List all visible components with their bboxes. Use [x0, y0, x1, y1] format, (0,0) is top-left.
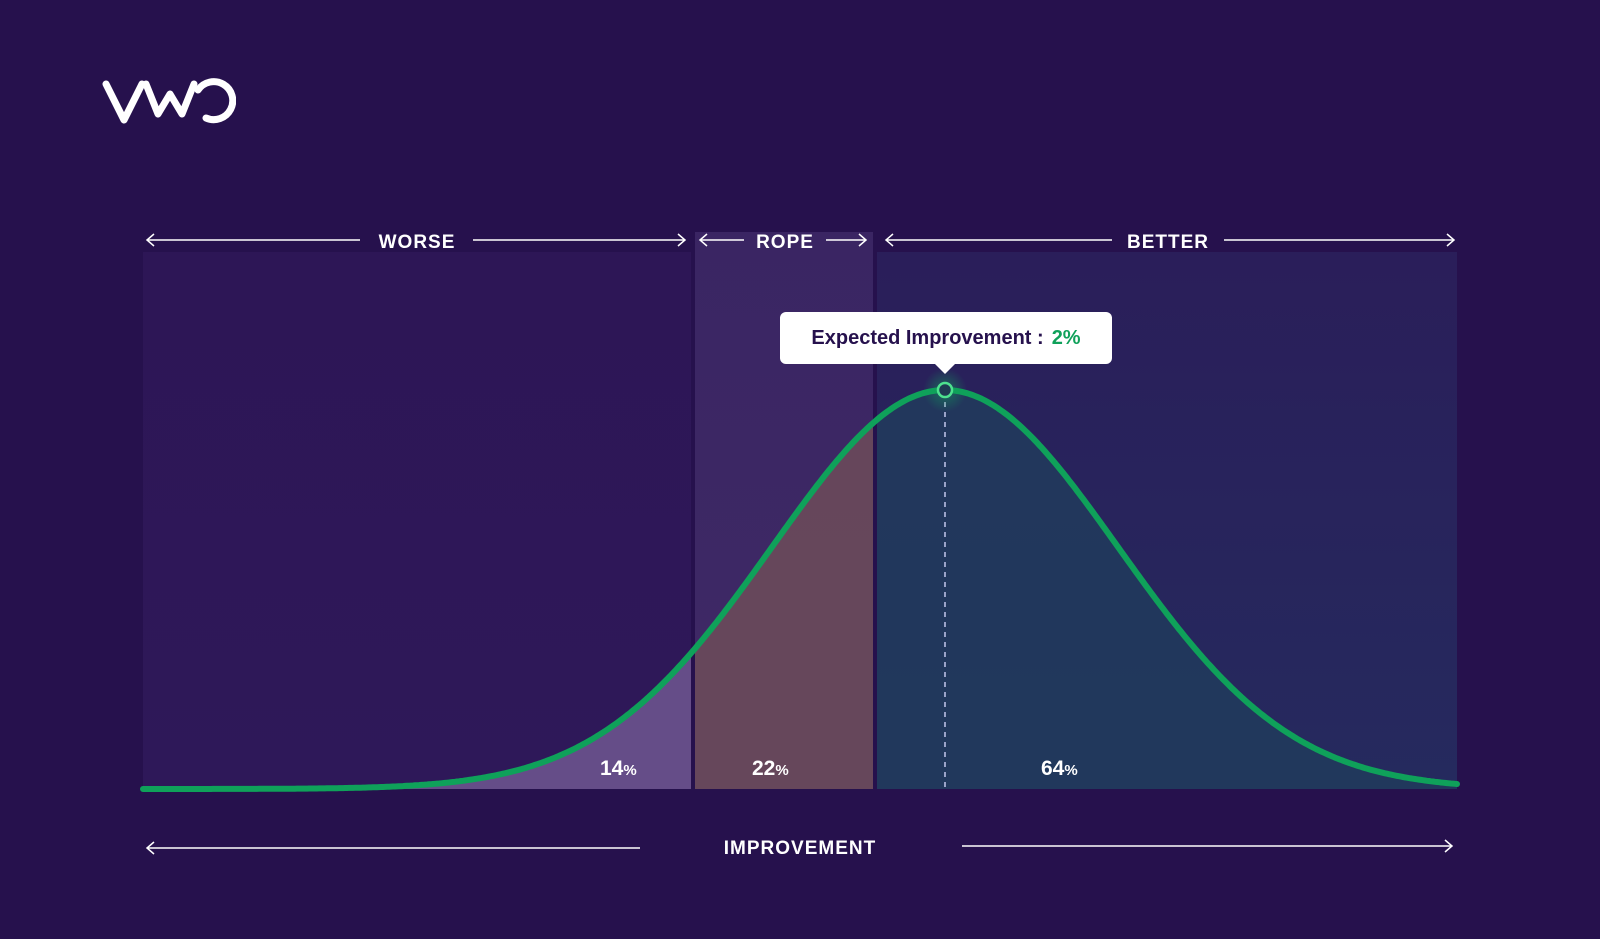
- better-arrowhead-right: [1446, 233, 1456, 247]
- rope-probability-unit: %: [775, 762, 789, 779]
- rope-arrowhead-right: [858, 233, 868, 247]
- zone-arrows: [145, 233, 1456, 855]
- zone-label-rope: ROPE: [756, 232, 814, 253]
- worse-arrowhead-right: [677, 233, 687, 247]
- rope-arrowhead-left: [698, 233, 708, 247]
- better-area-fill: [877, 390, 1457, 789]
- zone-label-better: BETTER: [1127, 232, 1209, 253]
- better-probability-unit: %: [1064, 762, 1078, 779]
- improvement-arrowhead-right: [1444, 839, 1454, 853]
- expected-improvement-label: Expected Improvement :: [811, 326, 1044, 349]
- worse-probability-value: 14: [600, 757, 624, 780]
- x-axis-label: IMPROVEMENT: [723, 838, 877, 859]
- worse-area-fill: [143, 653, 691, 789]
- rope-probability-value: 22: [752, 757, 776, 780]
- worse-region-bg: [143, 252, 691, 789]
- expected-improvement-tooltip: Expected Improvement : 2%: [780, 312, 1112, 374]
- expected-improvement-value: 2%: [1051, 326, 1081, 349]
- tooltip-pointer: [934, 363, 956, 374]
- worse-probability: 14%: [600, 755, 637, 785]
- posterior-curve: [140, 387, 1460, 792]
- peak-marker[interactable]: [936, 381, 954, 399]
- better-arrowhead-left: [884, 233, 894, 247]
- vwo-logo-icon: [102, 78, 236, 124]
- rope-area-fill: [695, 423, 873, 789]
- rope-probability: 22%: [752, 755, 789, 785]
- improvement-arrowhead-left: [145, 841, 155, 855]
- better-probability-value: 64: [1041, 757, 1065, 780]
- zone-label-worse: WORSE: [378, 232, 456, 253]
- worse-probability-unit: %: [623, 762, 637, 779]
- worse-arrowhead-left: [145, 233, 155, 247]
- better-probability: 64%: [1041, 755, 1078, 785]
